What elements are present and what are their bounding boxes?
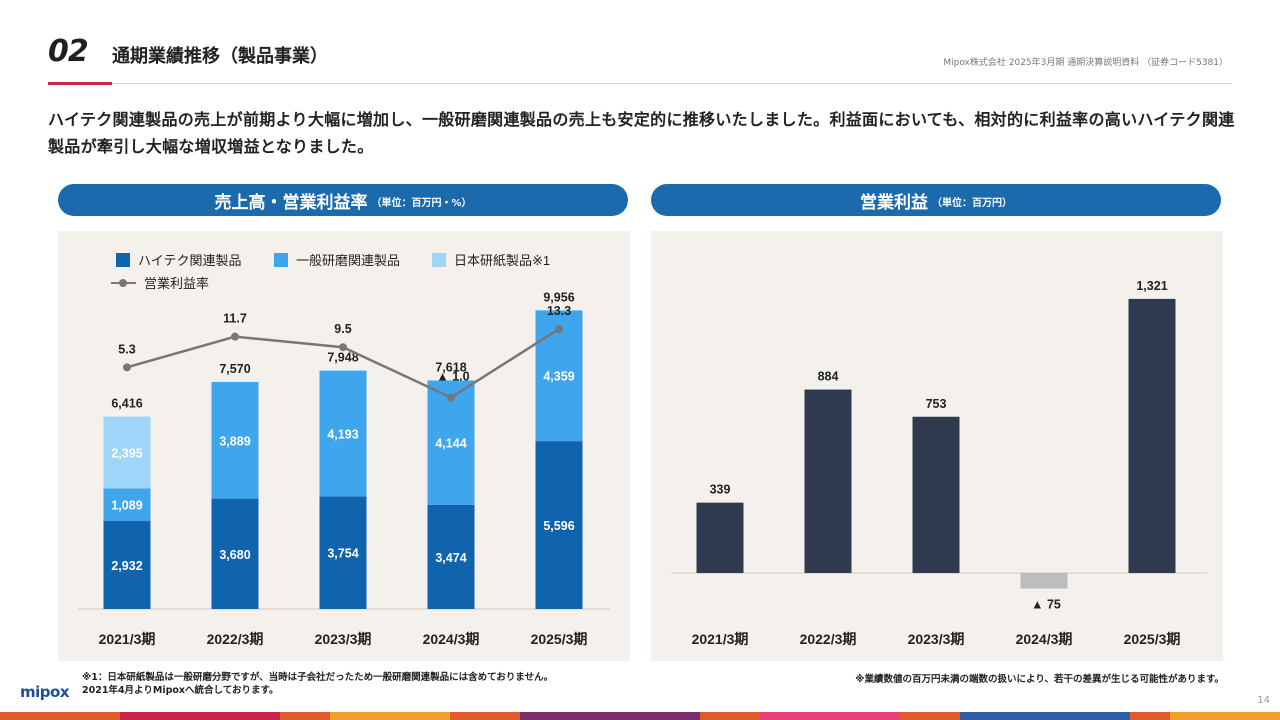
legend-swatch-2 [274, 253, 288, 267]
sales-bar-segment [103, 416, 151, 489]
sales-bar-segment [103, 488, 151, 522]
decorative-color-band [0, 712, 1280, 720]
margin-label: 13.3 [547, 304, 571, 318]
profit-bar [696, 502, 744, 573]
footnote-left: ※1：日本研紙製品は一般研磨分野ですが、当時は子会社だったため一般研磨関連製品に… [82, 671, 553, 697]
sales-chart-unit: （単位：百万円・%） [371, 198, 472, 209]
sales-bar-segment [211, 498, 259, 609]
sales-category-label: 2021/3期 [99, 631, 156, 647]
document-subtitle: Mipox株式会社 2025年3月期 通期決算説明資料 （証券コード5381） [943, 58, 1228, 68]
footnote-right: ※業績数値の百万円未満の端数の扱いにより、若干の差異が生じる可能性があります。 [855, 674, 1224, 685]
sales-total-label: 7,948 [327, 351, 358, 365]
profit-value-label: 884 [818, 370, 839, 384]
profit-chart-title: 営業利益 [860, 192, 928, 213]
sales-total-label: 9,956 [543, 290, 574, 304]
margin-label: 9.5 [334, 322, 351, 336]
sales-segment-label: 3,754 [327, 547, 358, 561]
sales-segment-label: 2,395 [111, 446, 142, 460]
sales-bar-segment [103, 521, 151, 609]
sales-chart: ハイテク関連製品 一般研磨関連製品 日本研紙製品※1 営業利益率 2,932 1,089 2… [78, 253, 610, 647]
sales-bar-segment [319, 496, 367, 609]
profit-value-label: 1,321 [1136, 279, 1167, 293]
sales-total-label: 6,416 [111, 397, 142, 411]
sales-category-label: 2023/3期 [315, 631, 372, 647]
page-number: 14 [1257, 695, 1270, 706]
sales-segment-label: 4,193 [327, 427, 358, 441]
section-number: 02 [48, 34, 89, 69]
sales-bar-segment [427, 504, 475, 609]
sales-bar-segment [319, 370, 367, 497]
sales-chart-title: 売上高・営業利益率 [214, 192, 368, 213]
footnote-left-line2: 2021年4月よりMipoxへ統合しております。 [82, 685, 279, 696]
sales-total-label: 7,570 [219, 362, 250, 376]
margin-label: ▲ 1.0 [436, 369, 469, 383]
sales-category-label: 2024/3期 [423, 631, 480, 647]
margin-label: 11.7 [223, 312, 247, 326]
margin-point [231, 332, 239, 341]
margin-point [123, 363, 131, 372]
legend-label-1: ハイテク関連製品 [138, 253, 241, 268]
sales-chart-panel: ハイテク関連製品 一般研磨関連製品 日本研紙製品※1 営業利益率 2,932 1,089 2… [58, 231, 630, 661]
sales-segment-label: 3,680 [219, 548, 250, 562]
header-divider [48, 83, 1232, 84]
profit-value-label: ▲ 75 [1031, 598, 1061, 612]
sales-segment-label: 4,144 [435, 437, 466, 451]
sales-category-label: 2025/3期 [531, 631, 588, 647]
profit-chart-unit: （単位：百万円） [932, 198, 1012, 209]
margin-point [339, 343, 347, 352]
sales-segment-label: 2,932 [111, 559, 142, 573]
margin-label: 5.3 [118, 342, 135, 356]
sales-segment-label: 3,889 [219, 434, 250, 448]
profit-bar [804, 389, 852, 573]
profit-value-label: 339 [710, 483, 731, 497]
margin-point [555, 324, 563, 333]
profit-category-label: 2022/3期 [800, 631, 857, 647]
sales-segment-label: 4,359 [543, 370, 574, 384]
legend-line-marker [119, 279, 127, 287]
profit-bar [912, 416, 960, 573]
lead-text: ハイテク関連製品の売上が前期より大幅に増加し、一般研磨関連製品の売上も安定的に推… [48, 110, 1235, 156]
profit-bar [1020, 573, 1068, 589]
sales-total-label: 7,618 [435, 360, 466, 374]
sales-bar-segment [211, 381, 259, 499]
profit-chart-panel: 339 2021/3期 884 2022/3期 753 2023/3期 ▲ 75 2024/3… [651, 231, 1223, 661]
page-title: 通期業績推移（製品事業） [112, 46, 328, 67]
profit-category-label: 2023/3期 [908, 631, 965, 647]
legend-label-2: 一般研磨関連製品 [296, 253, 400, 268]
header-accent-line [48, 82, 112, 85]
sales-segment-label: 3,474 [435, 551, 466, 565]
sales-category-label: 2022/3期 [207, 631, 264, 647]
profit-category-label: 2025/3期 [1124, 631, 1181, 647]
profit-value-label: 753 [926, 397, 947, 411]
sales-chart-heading: 売上高・営業利益率 （単位：百万円・%） [58, 184, 628, 216]
legend-swatch-3 [432, 253, 446, 267]
legend-line-label: 営業利益率 [144, 276, 209, 291]
sales-segment-label: 5,596 [543, 519, 574, 533]
sales-bar-segment [535, 441, 583, 609]
footnote-left-line1: ※1：日本研紙製品は一般研磨分野ですが、当時は子会社だったため一般研磨関連製品に… [82, 672, 554, 683]
profit-bar [1128, 298, 1176, 573]
profit-category-label: 2021/3期 [692, 631, 749, 647]
profit-category-label: 2024/3期 [1016, 631, 1073, 647]
legend-label-3: 日本研紙製品※1 [454, 253, 550, 268]
margin-point [447, 393, 455, 402]
company-logo: mipox [20, 683, 70, 701]
profit-chart: 339 2021/3期 884 2022/3期 753 2023/3期 ▲ 75 2024/3… [671, 279, 1207, 647]
profit-chart-heading: 営業利益 （単位：百万円） [651, 184, 1221, 216]
sales-segment-label: 1,089 [111, 499, 142, 513]
legend-swatch-1 [116, 253, 130, 267]
